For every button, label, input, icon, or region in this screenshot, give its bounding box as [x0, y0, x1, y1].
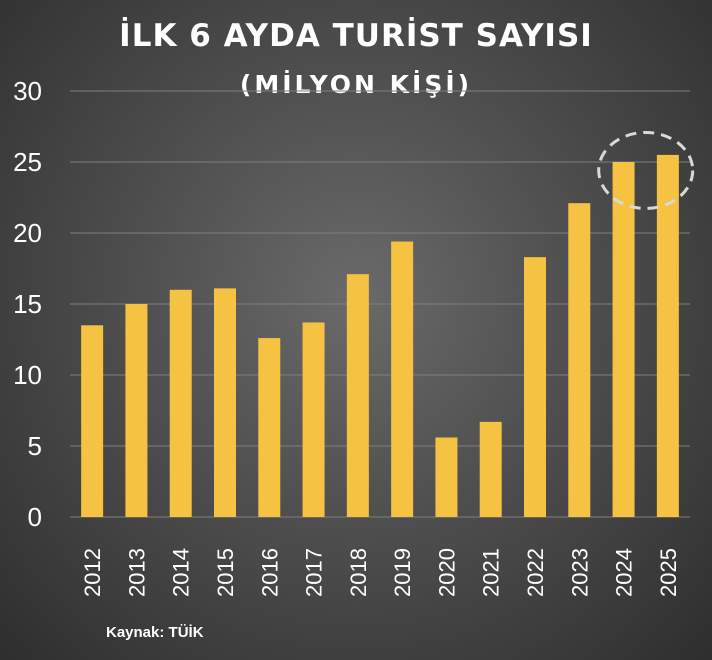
highlight-annotation [597, 130, 695, 210]
bar-2019 [391, 241, 414, 517]
bar-2021 [479, 421, 502, 517]
bar-2024 [612, 162, 635, 517]
y-tick-label: 10 [13, 360, 42, 390]
bar-2014 [169, 289, 192, 517]
chart-title: İLK 6 AYDA TURİST SAYISI [119, 18, 593, 54]
bar-2013 [125, 304, 148, 517]
bar-2022 [524, 257, 546, 517]
x-tick-label: 2022 [523, 548, 548, 597]
bar-2017 [302, 322, 325, 517]
bar-2015 [214, 288, 236, 517]
bar-2023 [568, 203, 591, 517]
bar-2020 [435, 437, 458, 517]
x-tick-label: 2014 [169, 548, 194, 597]
y-tick-label: 30 [13, 76, 42, 106]
x-tick-label: 2020 [434, 548, 459, 597]
x-tick-label: 2021 [479, 548, 504, 597]
x-tick-label: 2023 [567, 548, 592, 597]
x-axis-tick-labels: 2012 2013 2014 2015 2016 2017 2018 2019 2020 2021… [80, 548, 681, 597]
y-tick-label: 5 [28, 431, 42, 461]
source-note: Kaynak: TÜİK [106, 624, 204, 641]
y-tick-label: 25 [13, 147, 42, 177]
x-tick-label: 2024 [612, 548, 637, 597]
gridlines [70, 90, 690, 518]
x-tick-label: 2013 [124, 548, 149, 597]
x-tick-label: 2012 [80, 548, 105, 597]
y-tick-label: 0 [28, 502, 42, 532]
bar-2025 [656, 154, 679, 517]
bars [81, 154, 679, 517]
bar-2016 [258, 338, 281, 517]
y-tick-label: 15 [13, 289, 42, 319]
y-tick-label: 20 [13, 218, 42, 248]
x-tick-label: 2019 [390, 548, 415, 597]
chart-subtitle: (MİLYON KİŞİ) [239, 70, 473, 99]
x-tick-label: 2025 [656, 548, 681, 597]
x-tick-label: 2017 [302, 548, 327, 597]
x-tick-label: 2018 [346, 548, 371, 597]
y-axis-tick-labels: 0 5 10 15 20 25 30 [13, 76, 42, 532]
highlight-ellipse [597, 130, 695, 210]
bar-2012 [81, 325, 104, 517]
x-tick-label: 2015 [213, 548, 238, 597]
bar-2018 [346, 274, 369, 517]
x-tick-label: 2016 [257, 548, 282, 597]
